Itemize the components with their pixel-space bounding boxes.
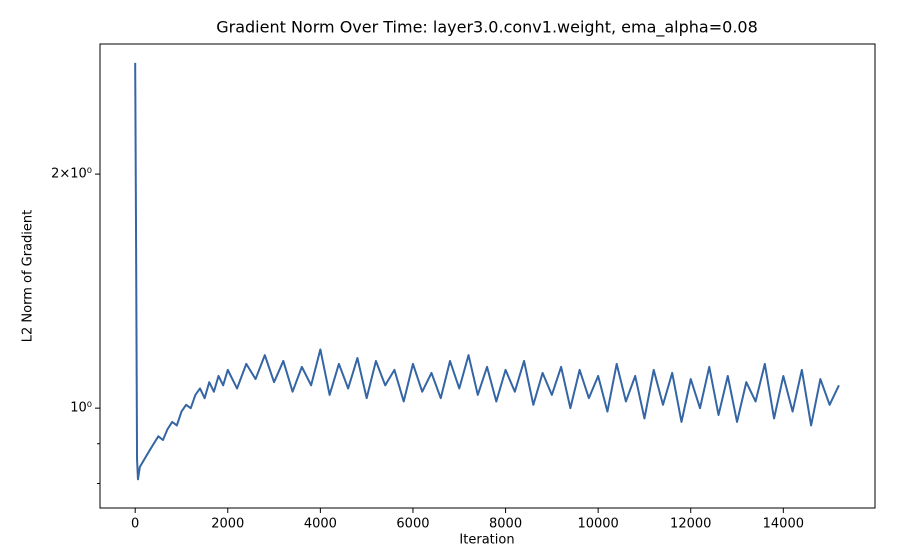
x-tick-label: 6000 (396, 517, 429, 532)
chart-title: Gradient Norm Over Time: layer3.0.conv1.… (216, 18, 758, 38)
x-tick-label: 12000 (670, 517, 711, 532)
x-tick-label: 10000 (577, 517, 618, 532)
x-tick-label: 0 (131, 517, 139, 532)
x-tick-label: 2000 (211, 517, 244, 532)
y-axis-label: L2 Norm of Gradient (21, 210, 36, 342)
x-axis-label: Iteration (459, 533, 514, 548)
y-tick-label: 2×10⁰ (51, 167, 92, 182)
line-series (134, 62, 840, 481)
y-tick-label: 10⁰ (70, 401, 92, 416)
x-tick-label: 14000 (763, 517, 804, 532)
x-tick-label: 4000 (304, 517, 337, 532)
plot-frame (99, 43, 876, 509)
x-tick-label: 8000 (489, 517, 522, 532)
